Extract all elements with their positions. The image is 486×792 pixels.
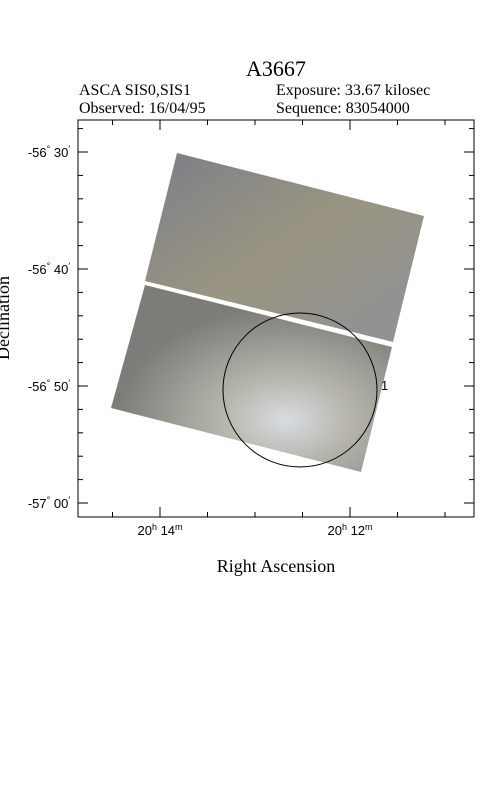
superscript: ° — [47, 495, 51, 505]
superscript: ′ — [68, 495, 70, 505]
tick-text: 12 — [347, 523, 365, 538]
x-axis-label: Right Ascension — [217, 556, 336, 576]
x-tick-label: 20h 12m — [327, 522, 372, 538]
title: A3667 — [246, 56, 306, 81]
plot-frame — [77, 119, 475, 518]
instrument: ASCA SIS0,SIS1 — [79, 82, 191, 99]
superscript: ′ — [68, 261, 70, 271]
superscript: ° — [47, 261, 51, 271]
superscript: ′ — [68, 378, 70, 388]
tick-labels: -56° 30′-56° 40′-56° 50′-57° 00′20h 14m 2… — [28, 144, 373, 538]
superscript: h — [342, 522, 347, 532]
tick-text: -56 — [28, 379, 47, 394]
observed: Observed: 16/04/95 — [79, 100, 206, 117]
y-tick-label: -56° 40′ — [28, 261, 70, 277]
superscript: ° — [47, 144, 51, 154]
tick-text: 50 — [50, 379, 68, 394]
image-upper — [145, 153, 424, 342]
superscript: h — [152, 522, 157, 532]
tick-text: 00 — [50, 496, 68, 511]
superscript: m — [175, 522, 183, 532]
tick-text: -56 — [28, 262, 47, 277]
tick-text: -57 — [28, 496, 47, 511]
superscript: ′ — [68, 144, 70, 154]
tick-text: -56 — [28, 145, 47, 160]
tick-text: 30 — [50, 145, 68, 160]
y-tick-label: -56° 30′ — [28, 144, 70, 160]
tick-marks — [78, 120, 474, 517]
superscript: m — [365, 522, 373, 532]
region-label: 1 — [381, 378, 388, 393]
sequence: Sequence: 83054000 — [276, 100, 410, 117]
region-circle — [222, 312, 378, 468]
y-tick-label: -56° 50′ — [28, 378, 70, 394]
x-tick-label: 20h 14m — [137, 522, 182, 538]
tick-text: 20 — [137, 523, 151, 538]
tick-text: 20 — [327, 523, 341, 538]
tick-text: 40 — [50, 262, 68, 277]
exposure: Exposure: 33.67 kilosec — [276, 82, 430, 99]
superscript: ° — [47, 378, 51, 388]
y-tick-label: -57° 00′ — [28, 495, 70, 511]
tick-text: 14 — [157, 523, 175, 538]
image-lower — [111, 285, 392, 472]
y-axis-label: Declination — [0, 276, 13, 360]
